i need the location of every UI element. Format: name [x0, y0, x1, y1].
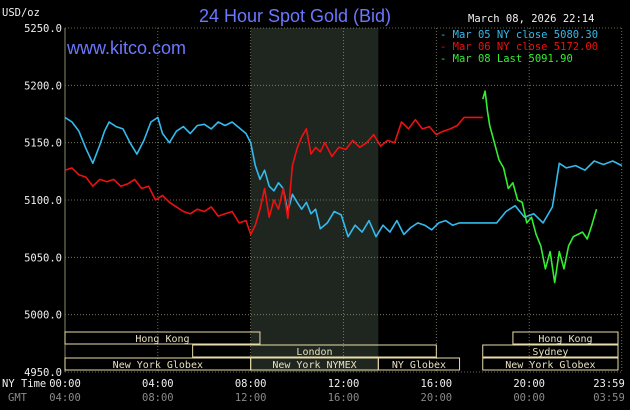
market-session: Sydney — [482, 344, 619, 358]
market-session-box — [512, 331, 619, 345]
market-session-label: London — [296, 347, 332, 358]
x-tick-gmt-label: 08:00 — [142, 392, 174, 404]
x-tick-gmt-label: 16:00 — [328, 392, 360, 404]
series-mar06-line — [64, 116, 483, 236]
x-tick-ny-label: 04:00 — [142, 378, 174, 390]
market-session-label: New York Globex — [113, 360, 203, 371]
market-session: Hong Kong — [512, 331, 619, 345]
y-tick-label: 5150.0 — [24, 138, 62, 150]
market-session-box — [64, 331, 261, 345]
x-tick-ny-label: 20:00 — [513, 378, 545, 390]
chart-title: 24 Hour Spot Gold (Bid) — [199, 6, 391, 26]
market-session: Hong Kong — [64, 331, 261, 345]
legend-mar08: - Mar 08 Last 5091.90 — [440, 53, 573, 65]
x-tick-ny-label: 12:00 — [328, 378, 360, 390]
x-tick-gmt-label: 04:00 — [49, 392, 81, 404]
market-session-box — [482, 357, 619, 371]
market-session: New York Globex — [482, 357, 619, 371]
y-tick-label: 4950.0 — [24, 367, 62, 379]
x-tick-gmt-label: 12:00 — [235, 392, 267, 404]
legend-mar06: - Mar 06 NY close 5172.00 — [440, 41, 598, 53]
x-tick-gmt-label: 20:00 — [421, 392, 453, 404]
market-session-label: NY Globex — [392, 360, 446, 371]
series-layer — [64, 90, 623, 284]
series-mar05-line — [64, 116, 623, 238]
market-session-box — [482, 344, 619, 358]
market-session-label: Hong Kong — [135, 334, 189, 345]
x-tick-gmt-label: 00:00 — [513, 392, 545, 404]
x-tick-gmt-label: 03:59 — [593, 392, 625, 404]
market-session-label: New York NYMEX — [272, 360, 356, 371]
y-tick-label: 5100.0 — [24, 195, 62, 207]
datetime-label: March 08, 2026 22:14 — [468, 13, 594, 25]
market-session-label: Sydney — [532, 347, 568, 358]
gridlines — [64, 27, 623, 373]
x-tick-ny-label: 16:00 — [421, 378, 453, 390]
legend: - Mar 05 NY close 5080.30 - Mar 06 NY cl… — [440, 29, 598, 65]
x-tick-ny-label: 23:59 — [593, 378, 625, 390]
unit-label: USD/oz — [2, 7, 40, 19]
x-tick-ny-label: 08:00 — [235, 378, 267, 390]
x-tick-ny-label: 00:00 — [49, 378, 81, 390]
legend-mar05: - Mar 05 NY close 5080.30 — [440, 29, 598, 41]
source-logo[interactable]: www.kitco.com — [66, 38, 186, 58]
market-session-label: New York Globex — [505, 360, 595, 371]
ny-time-label: NY Time — [2, 378, 46, 390]
market-session-box — [377, 357, 461, 371]
y-tick-label: 5050.0 — [24, 252, 62, 264]
market-session: London — [192, 344, 437, 358]
market-session: New York Globex — [64, 357, 252, 371]
axis-ticks: 5250.0 5200.0 5150.0 5100.0 5050.0 5000.0 4950… — [24, 23, 625, 404]
market-sessions: Hong Kong London New York Globex New York N… — [64, 331, 619, 371]
market-session: NY Globex — [377, 357, 461, 371]
y-tick-label: 5000.0 — [24, 310, 62, 322]
y-tick-label: 5200.0 — [24, 80, 62, 92]
y-tick-label: 5250.0 — [24, 23, 62, 35]
series-mar08-line — [482, 90, 598, 284]
market-session-label: Hong Kong — [538, 334, 592, 345]
market-session-box — [192, 344, 437, 358]
gmt-label: GMT — [8, 392, 28, 404]
